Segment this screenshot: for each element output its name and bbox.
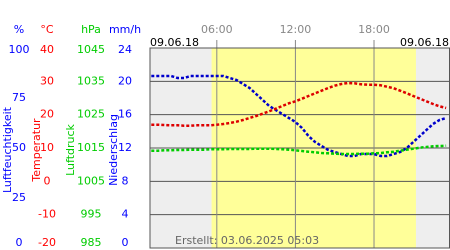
axis-title: Niederschlag (107, 114, 120, 186)
y-tick-label: 985 (81, 236, 102, 249)
y-tick-label: 995 (81, 208, 102, 221)
axis-title: Luftdruck (64, 123, 77, 175)
series-line (151, 144, 447, 156)
x-tick-label: 06:00 (201, 23, 233, 36)
y-tick-label: 0 (44, 174, 51, 187)
y-tick-label: 10 (40, 141, 54, 154)
y-tick-label: 20 (118, 74, 132, 87)
y-tick-label: 1045 (77, 43, 105, 56)
axis-title: Luftfeuchtigkeit (1, 106, 14, 193)
axis-unit: °C (40, 23, 54, 36)
y-tick-label: 100 (9, 43, 30, 56)
y-tick-label: 0 (122, 236, 129, 249)
axis-unit: mm/h (109, 23, 141, 36)
axis-unit: hPa (81, 23, 101, 36)
y-tick-label: 40 (40, 43, 54, 56)
y-tick-label: -20 (38, 236, 56, 249)
axis-unit: % (14, 23, 24, 36)
y-tick-label: 24 (118, 43, 132, 56)
y-tick-label: 12 (118, 141, 132, 154)
y-tick-label: 4 (122, 208, 129, 221)
y-tick-label: 0 (16, 236, 23, 249)
y-tick-label: 25 (12, 191, 26, 204)
y-tick-label: 16 (118, 108, 132, 121)
date-start: 09.06.18 (150, 36, 199, 49)
y-tick-label: 1035 (77, 74, 105, 87)
y-tick-label: 1005 (77, 174, 105, 187)
x-tick-label: 12:00 (280, 23, 312, 36)
y-tick-label: 8 (122, 174, 129, 187)
y-tick-label: 1015 (77, 141, 105, 154)
y-tick-label: 30 (40, 74, 54, 87)
x-tick-label: 18:00 (358, 23, 390, 36)
y-tick-label: 20 (40, 108, 54, 121)
axis-title: Temperatur (30, 118, 43, 183)
series-line (151, 81, 447, 127)
y-tick-label: 75 (12, 91, 26, 104)
footer: Erstellt: 03.06.2025 05:03 (175, 234, 319, 247)
y-tick-label: 1025 (77, 108, 105, 121)
date-end: 09.06.18 (400, 36, 449, 49)
y-tick-label: 50 (12, 141, 26, 154)
y-tick-label: -10 (38, 208, 56, 221)
